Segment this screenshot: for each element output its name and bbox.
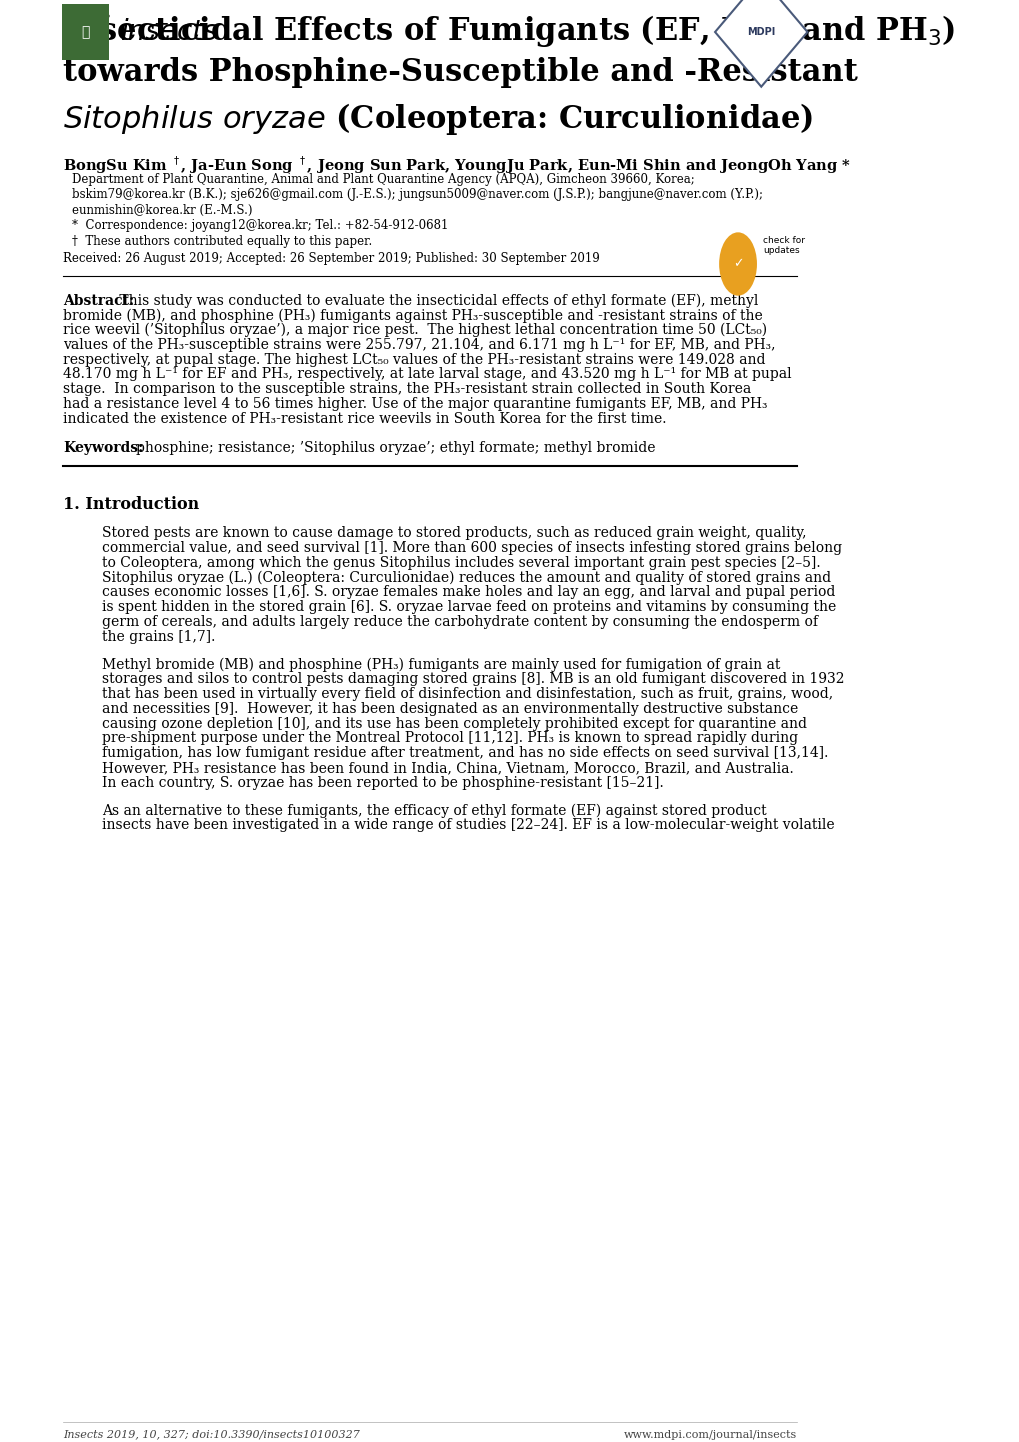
Text: Insecticidal Effects of Fumigants (EF, MB, and PH$_3$): Insecticidal Effects of Fumigants (EF, M… — [63, 13, 955, 49]
Text: Stored pests are known to cause damage to stored products, such as reduced grain: Stored pests are known to cause damage t… — [102, 526, 806, 541]
Text: Sitophilus oryzae (L.) (Coleoptera: Curculionidae) reduces the amount and qualit: Sitophilus oryzae (L.) (Coleoptera: Curc… — [102, 571, 830, 585]
Text: eunmishin@korea.kr (E.-M.S.): eunmishin@korea.kr (E.-M.S.) — [71, 203, 252, 216]
Text: Department of Plant Quarantine, Animal and Plant Quarantine Agency (APQA), Gimch: Department of Plant Quarantine, Animal a… — [71, 173, 694, 186]
Text: 48.170 mg h L⁻¹ for EF and PH₃, respectively, at late larval stage, and 43.520 m: 48.170 mg h L⁻¹ for EF and PH₃, respecti… — [63, 368, 791, 382]
Text: Methyl bromide (MB) and phosphine (PH₃) fumigants are mainly used for fumigation: Methyl bromide (MB) and phosphine (PH₃) … — [102, 658, 780, 672]
Text: storages and silos to control pests damaging stored grains [8]. MB is an old fum: storages and silos to control pests dama… — [102, 672, 844, 686]
Text: and necessities [9].  However, it has been designated as an environmentally dest: and necessities [9]. However, it has bee… — [102, 702, 798, 715]
Text: that has been used in virtually every field of disinfection and disinfestation, : that has been used in virtually every fi… — [102, 686, 833, 701]
Text: indicated the existence of PH₃-resistant rice weevils in South Korea for the fir: indicated the existence of PH₃-resistant… — [63, 412, 666, 425]
Text: 🌿: 🌿 — [82, 25, 90, 39]
Text: In each country, S. oryzae has been reported to be phosphine-resistant [15–21].: In each country, S. oryzae has been repo… — [102, 776, 663, 790]
Text: ✓: ✓ — [732, 258, 743, 271]
Text: had a resistance level 4 to 56 times higher. Use of the major quarantine fumigan: had a resistance level 4 to 56 times hig… — [63, 397, 767, 411]
Text: values of the PH₃-susceptible strains were 255.797, 21.104, and 6.171 mg h L⁻¹ f: values of the PH₃-susceptible strains we… — [63, 337, 775, 352]
Text: $\it{Sitophilus\ oryzae}$ (Coleoptera: Curculionidae): $\it{Sitophilus\ oryzae}$ (Coleoptera: C… — [63, 101, 812, 137]
Text: causes economic losses [1,6]. S. oryzae females make holes and lay an egg, and l: causes economic losses [1,6]. S. oryzae … — [102, 585, 835, 600]
Text: bskim79@korea.kr (B.K.); sje626@gmail.com (J.-E.S.); jungsun5009@naver.com (J.S.: bskim79@korea.kr (B.K.); sje626@gmail.co… — [71, 189, 762, 202]
Text: Abstract:: Abstract: — [63, 294, 135, 307]
Text: insects: insects — [119, 17, 217, 46]
Text: respectively, at pupal stage. The highest LCt₅₀ values of the PH₃-resistant stra: respectively, at pupal stage. The highes… — [63, 353, 765, 366]
Text: towards Phosphine-Susceptible and -Resistant: towards Phosphine-Susceptible and -Resis… — [63, 58, 857, 88]
Text: is spent hidden in the stored grain [6]. S. oryzae larvae feed on proteins and v: is spent hidden in the stored grain [6].… — [102, 600, 836, 614]
Text: As an alternative to these fumigants, the efficacy of ethyl formate (EF) against: As an alternative to these fumigants, th… — [102, 803, 766, 818]
Text: BongSu Kim $^\dagger$, Ja-Eun Song $^\dagger$, Jeong Sun Park, YoungJu Park, Eun: BongSu Kim $^\dagger$, Ja-Eun Song $^\da… — [63, 154, 851, 176]
Text: the grains [1,7].: the grains [1,7]. — [102, 630, 215, 643]
Text: MDPI: MDPI — [746, 27, 774, 37]
Text: However, PH₃ resistance has been found in India, China, Vietnam, Morocco, Brazil: However, PH₃ resistance has been found i… — [102, 761, 793, 774]
Text: Insects 2019, 10, 327; doi:10.3390/insects10100327: Insects 2019, 10, 327; doi:10.3390/insec… — [63, 1429, 360, 1439]
Text: causing ozone depletion [10], and its use has been completely prohibited except : causing ozone depletion [10], and its us… — [102, 717, 806, 731]
Text: fumigation, has low fumigant residue after treatment, and has no side effects on: fumigation, has low fumigant residue aft… — [102, 746, 827, 760]
Polygon shape — [714, 0, 807, 87]
Text: Received: 26 August 2019; Accepted: 26 September 2019; Published: 30 September 2: Received: 26 August 2019; Accepted: 26 S… — [63, 251, 599, 264]
Text: commercial value, and seed survival [1]. More than 600 species of insects infest: commercial value, and seed survival [1].… — [102, 541, 842, 555]
Text: bromide (MB), and phosphine (PH₃) fumigants against PH₃-susceptible and -resista: bromide (MB), and phosphine (PH₃) fumiga… — [63, 309, 762, 323]
Text: †  These authors contributed equally to this paper.: † These authors contributed equally to t… — [71, 235, 372, 248]
Text: Article: Article — [63, 12, 110, 26]
FancyBboxPatch shape — [62, 4, 109, 61]
Text: Keywords:: Keywords: — [63, 441, 144, 456]
Text: check for
updates: check for updates — [762, 235, 804, 255]
Text: phosphine; resistance; ’Sitophilus oryzae’; ethyl formate; methyl bromide: phosphine; resistance; ’Sitophilus oryza… — [137, 441, 655, 456]
Text: germ of cereals, and adults largely reduce the carbohydrate content by consuming: germ of cereals, and adults largely redu… — [102, 616, 817, 629]
Text: rice weevil (’Sitophilus oryzae’), a major rice pest.  The highest lethal concen: rice weevil (’Sitophilus oryzae’), a maj… — [63, 323, 766, 337]
Text: 1. Introduction: 1. Introduction — [63, 496, 200, 513]
Text: stage.  In comparison to the susceptible strains, the PH₃-resistant strain colle: stage. In comparison to the susceptible … — [63, 382, 751, 397]
Text: *  Correspondence: joyang12@korea.kr; Tel.: +82-54-912-0681: * Correspondence: joyang12@korea.kr; Tel… — [71, 219, 447, 232]
Circle shape — [718, 232, 756, 296]
Text: www.mdpi.com/journal/insects: www.mdpi.com/journal/insects — [623, 1429, 796, 1439]
Text: to Coleoptera, among which the genus Sitophilus includes several important grain: to Coleoptera, among which the genus Sit… — [102, 557, 819, 570]
Text: insects have been investigated in a wide range of studies [22–24]. EF is a low-m: insects have been investigated in a wide… — [102, 818, 834, 832]
Text: pre-shipment purpose under the Montreal Protocol [11,12]. PH₃ is known to spread: pre-shipment purpose under the Montreal … — [102, 731, 797, 746]
Text: This study was conducted to evaluate the insecticidal effects of ethyl formate (: This study was conducted to evaluate the… — [115, 294, 757, 309]
